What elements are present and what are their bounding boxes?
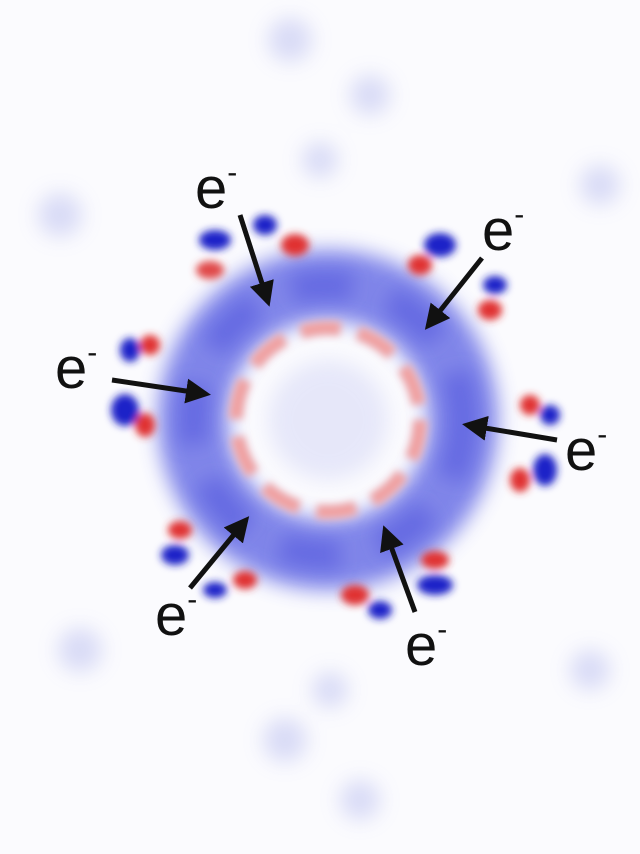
label-superscript: - (597, 418, 607, 451)
label-superscript: - (227, 156, 237, 189)
label-superscript: - (437, 613, 447, 646)
label-text: e (55, 336, 87, 401)
label-superscript: - (514, 198, 524, 231)
density-map: e- e- e- e- e- e- (0, 0, 640, 854)
label-text: e (482, 198, 514, 263)
label-text: e (565, 418, 597, 483)
label-text: e (195, 156, 227, 221)
label-superscript: - (87, 336, 97, 369)
label-text: e (405, 613, 437, 678)
label-superscript: - (187, 583, 197, 616)
label-text: e (155, 583, 187, 648)
